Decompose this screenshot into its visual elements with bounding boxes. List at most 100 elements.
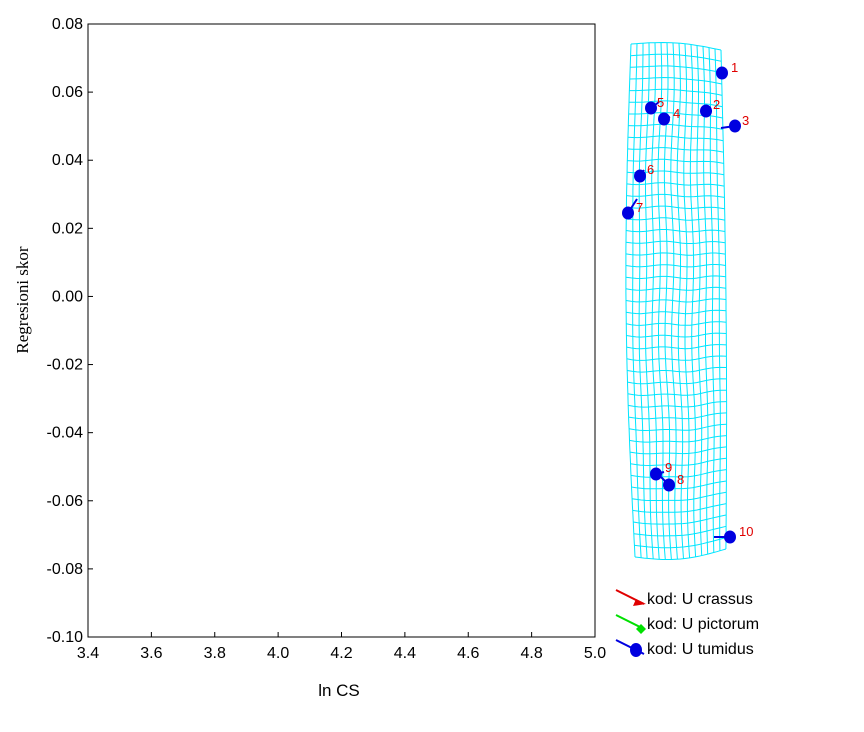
landmark-7: 7 <box>622 198 643 220</box>
grid-line <box>630 41 722 51</box>
landmark-label: 8 <box>677 472 684 487</box>
grid-line <box>625 264 726 268</box>
landmark-5: 5 <box>645 95 664 115</box>
grid-line <box>629 446 727 455</box>
grid-line <box>689 44 697 557</box>
grid-line <box>626 332 727 338</box>
grid-line <box>630 457 727 467</box>
landmark-label: 3 <box>742 113 749 128</box>
grid-line <box>633 514 727 525</box>
landmark-point <box>716 66 728 80</box>
deformation-grid <box>625 41 728 560</box>
grid-line <box>634 537 727 549</box>
grid-line <box>626 217 725 221</box>
grid-line <box>632 491 727 501</box>
grid-line <box>631 480 727 490</box>
x-tick-label: 5.0 <box>584 645 606 662</box>
y-axis-label: Regresioni skor <box>13 246 32 354</box>
landmark-point <box>645 101 657 115</box>
grid-line <box>628 412 727 420</box>
y-tick-label: 0.08 <box>52 16 83 33</box>
x-tick-label: 3.6 <box>140 645 162 662</box>
landmark-label: 9 <box>665 460 672 475</box>
landmark-label: 4 <box>673 106 680 121</box>
grid-line <box>626 344 727 350</box>
x-tick-label: 4.4 <box>394 645 416 662</box>
landmark-label: 6 <box>647 162 654 177</box>
grid-line <box>627 389 727 397</box>
legend-label-tumidus: kod: U tumidus <box>647 641 754 658</box>
grid-line <box>626 229 726 233</box>
y-tick-label: -0.10 <box>47 629 84 646</box>
y-tick-label: -0.02 <box>47 357 84 374</box>
y-tick-label: 0.04 <box>52 152 83 169</box>
grid-line <box>629 76 722 85</box>
grid-line <box>627 147 724 153</box>
y-tick-label: -0.06 <box>47 493 84 510</box>
grid-line <box>629 100 723 108</box>
grid-line <box>632 503 727 513</box>
legend-item-tumidus: kod: U tumidus <box>615 639 754 658</box>
legend-item-pictorum: kod: U pictorum <box>615 614 759 634</box>
landmark-label: 5 <box>657 95 664 110</box>
landmark-point <box>622 206 634 220</box>
landmark-9: 9 <box>650 460 672 481</box>
grid-line <box>630 469 727 478</box>
x-tick-label: 3.4 <box>77 645 99 662</box>
x-tick-label: 3.8 <box>204 645 226 662</box>
landmark-point <box>724 530 736 544</box>
x-tick-label: 4.6 <box>457 645 479 662</box>
x-axis-label: ln CS <box>318 681 360 700</box>
grid-line <box>625 252 726 256</box>
grid-line <box>629 435 727 443</box>
x-tick-label: 4.2 <box>330 645 352 662</box>
grid-line <box>630 53 722 62</box>
grid-line <box>626 355 727 361</box>
landmark-point <box>658 112 670 126</box>
landmark-label: 2 <box>713 97 720 112</box>
grid-line <box>626 309 727 315</box>
grid-line <box>627 378 727 385</box>
landmark-label: 10 <box>739 524 753 539</box>
grid-line <box>626 205 725 210</box>
landmark-10: 10 <box>714 524 753 544</box>
landmark-1: 1 <box>716 60 738 80</box>
grid-line <box>628 401 727 408</box>
landmark-6: 6 <box>634 162 654 183</box>
y-axis-title: Regresioni skor <box>13 246 32 354</box>
grid-line <box>708 47 715 553</box>
y-tick-label: -0.08 <box>47 561 84 578</box>
y-tick-label: 0.02 <box>52 220 83 237</box>
landmark-3: 3 <box>720 113 749 133</box>
y-tick-label: -0.04 <box>47 425 84 442</box>
grid-line <box>625 240 726 244</box>
grid-line <box>625 298 727 303</box>
y-tick-label: 0.00 <box>52 288 83 305</box>
grid-line <box>627 158 724 164</box>
axes: 3.4 3.6 3.8 4.0 4.2 4.4 4.6 4.8 5.0 -0.10 -0.08 -0.… <box>47 16 607 662</box>
landmark-4: 4 <box>658 106 680 126</box>
landmark-point <box>663 478 675 492</box>
x-tick-label: 4.8 <box>521 645 543 662</box>
grid-line <box>625 275 726 280</box>
landmark-label: 7 <box>636 200 643 215</box>
grid-line <box>630 65 722 74</box>
landmark-point <box>729 119 741 133</box>
grid-line <box>714 48 721 551</box>
grid-line <box>625 286 726 291</box>
grid-line <box>629 423 727 432</box>
landmark-point <box>650 467 662 481</box>
grid-line <box>634 548 727 560</box>
plot-frame <box>87 23 596 638</box>
grid-line <box>629 88 723 96</box>
legend: kod: U crassus kod: U pictorum kod: U tu… <box>615 589 759 658</box>
legend-label-pictorum: kod: U pictorum <box>647 616 759 633</box>
landmark-label: 1 <box>731 60 738 75</box>
grid-line <box>626 182 725 187</box>
legend-label-crassus: kod: U crassus <box>647 591 753 608</box>
grid-line <box>626 193 725 198</box>
grid-line <box>626 321 727 326</box>
landmark-2: 2 <box>700 97 720 118</box>
